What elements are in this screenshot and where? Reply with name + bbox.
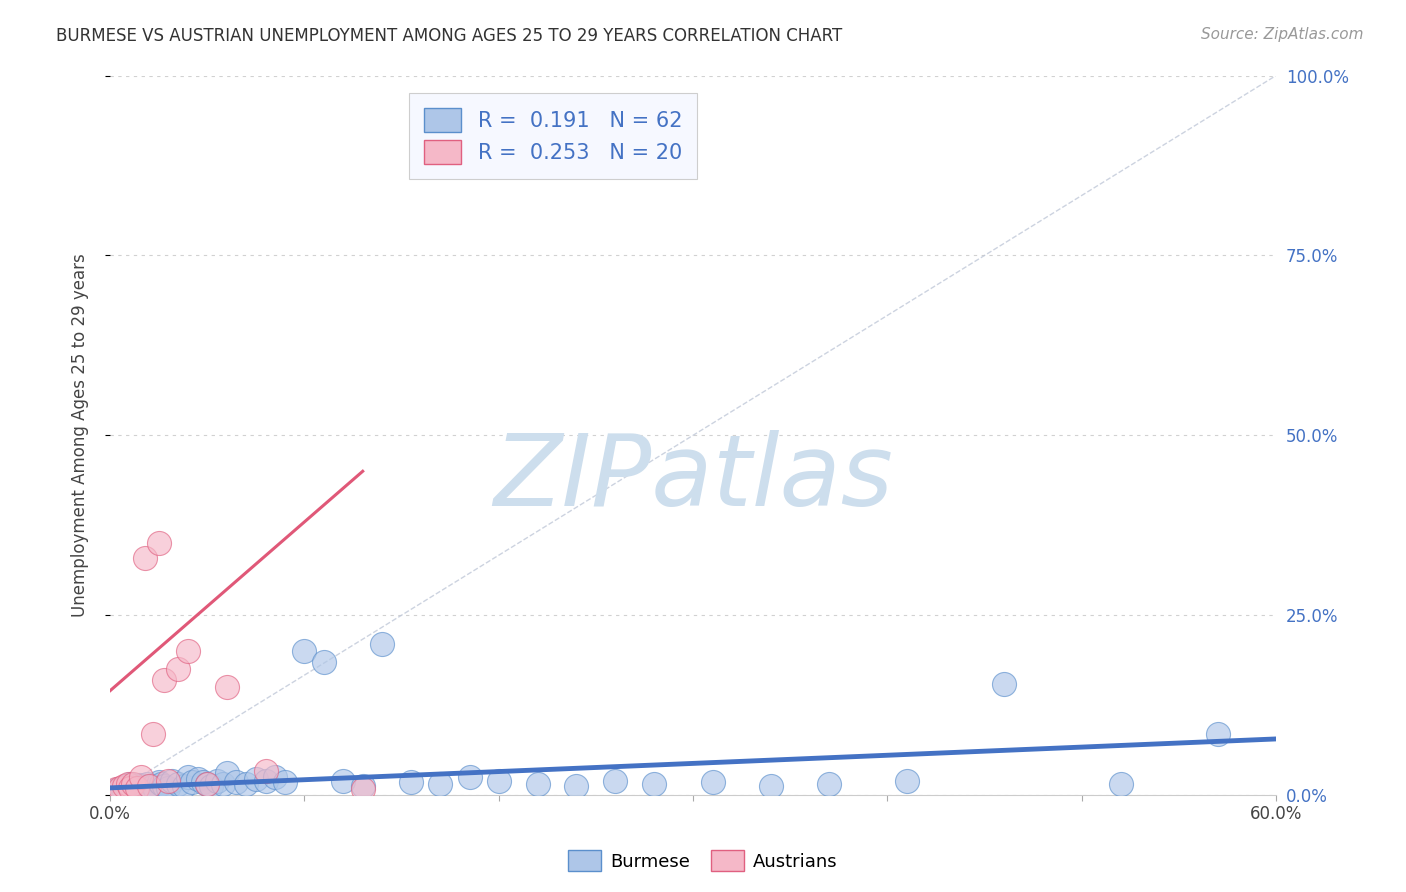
- Point: [127, 780, 149, 795]
- Point: [143, 782, 166, 797]
- Point: [565, 780, 588, 794]
- Point: [332, 773, 354, 788]
- Legend: Burmese, Austrians: Burmese, Austrians: [561, 843, 845, 879]
- Point: [177, 644, 200, 658]
- Point: [162, 773, 184, 788]
- Point: [157, 780, 180, 795]
- Point: [186, 772, 208, 787]
- Point: [818, 777, 841, 791]
- Point: [195, 777, 218, 791]
- Point: [134, 782, 156, 797]
- Point: [294, 644, 316, 658]
- Point: [117, 777, 139, 791]
- Point: [371, 637, 394, 651]
- Point: [177, 770, 200, 784]
- Point: [401, 775, 423, 789]
- Point: [111, 780, 134, 795]
- Point: [429, 777, 451, 791]
- Point: [488, 773, 510, 788]
- Point: [117, 782, 139, 797]
- Point: [107, 782, 129, 797]
- Point: [1206, 727, 1229, 741]
- Point: [205, 773, 228, 788]
- Point: [128, 778, 150, 792]
- Point: [118, 777, 141, 791]
- Point: [114, 780, 136, 794]
- Point: [352, 780, 374, 794]
- Point: [153, 673, 176, 687]
- Point: [274, 775, 297, 789]
- Point: [108, 780, 131, 795]
- Point: [1109, 777, 1132, 791]
- Point: [352, 782, 374, 797]
- Point: [173, 780, 195, 794]
- Point: [225, 775, 247, 789]
- Point: [458, 770, 481, 784]
- Point: [120, 780, 142, 795]
- Point: [254, 773, 277, 788]
- Point: [136, 777, 159, 791]
- Point: [134, 550, 156, 565]
- Point: [122, 777, 145, 791]
- Text: Source: ZipAtlas.com: Source: ZipAtlas.com: [1201, 27, 1364, 42]
- Y-axis label: Unemployment Among Ages 25 to 29 years: Unemployment Among Ages 25 to 29 years: [72, 253, 89, 617]
- Point: [112, 783, 135, 797]
- Point: [127, 780, 149, 795]
- Point: [215, 766, 238, 780]
- Point: [142, 780, 165, 794]
- Point: [104, 782, 127, 797]
- Point: [112, 780, 135, 794]
- Point: [148, 775, 170, 789]
- Point: [526, 777, 548, 791]
- Point: [103, 784, 125, 798]
- Point: [896, 773, 918, 788]
- Point: [312, 655, 335, 669]
- Point: [993, 676, 1015, 690]
- Point: [132, 780, 155, 795]
- Point: [142, 727, 165, 741]
- Point: [235, 777, 257, 791]
- Text: ZIPatlas: ZIPatlas: [494, 430, 893, 527]
- Point: [149, 777, 172, 791]
- Point: [129, 770, 152, 784]
- Legend: R =  0.191   N = 62, R =  0.253   N = 20: R = 0.191 N = 62, R = 0.253 N = 20: [409, 93, 697, 178]
- Text: BURMESE VS AUSTRIAN UNEMPLOYMENT AMONG AGES 25 TO 29 YEARS CORRELATION CHART: BURMESE VS AUSTRIAN UNEMPLOYMENT AMONG A…: [56, 27, 842, 45]
- Point: [153, 780, 176, 794]
- Point: [148, 536, 170, 550]
- Point: [138, 780, 160, 794]
- Point: [759, 780, 782, 794]
- Point: [702, 775, 724, 789]
- Point: [138, 780, 160, 794]
- Point: [180, 775, 202, 789]
- Point: [254, 764, 277, 779]
- Point: [129, 780, 152, 794]
- Point: [264, 770, 287, 784]
- Point: [167, 662, 190, 676]
- Point: [643, 777, 665, 791]
- Point: [200, 780, 222, 794]
- Point: [195, 777, 218, 791]
- Point: [139, 780, 162, 795]
- Point: [605, 773, 627, 788]
- Point: [167, 777, 190, 791]
- Point: [118, 780, 141, 795]
- Point: [124, 780, 146, 794]
- Point: [157, 773, 180, 788]
- Point: [122, 782, 145, 797]
- Point: [215, 680, 238, 694]
- Point: [245, 772, 267, 787]
- Point: [193, 775, 215, 789]
- Point: [211, 777, 233, 791]
